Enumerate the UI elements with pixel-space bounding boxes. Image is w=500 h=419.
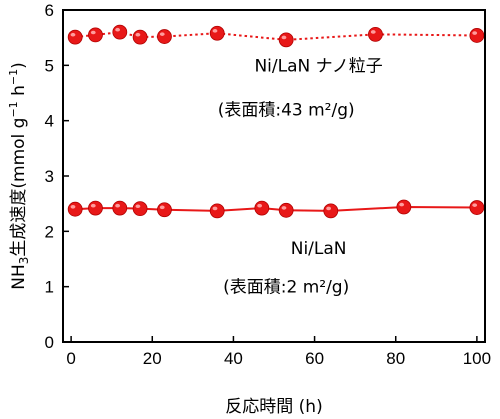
data-point <box>209 25 225 41</box>
y-tick-label: 4 <box>45 112 54 131</box>
data-point-highlight <box>90 30 96 35</box>
data-point-highlight <box>281 35 287 40</box>
ticks-layer: 0 20 40 60 80 100 0 1 2 3 4 5 6 <box>45 1 492 368</box>
data-point <box>396 199 412 215</box>
data-point-highlight <box>70 205 76 209</box>
x-tick-label: 40 <box>224 349 243 368</box>
annotation-nano-area: (表面積:43 m²/g) <box>218 101 355 121</box>
data-point <box>132 201 148 217</box>
data-point <box>209 203 225 219</box>
data-point-highlight <box>257 203 263 208</box>
data-point <box>469 28 485 43</box>
series-0 <box>67 24 485 48</box>
data-point-highlight <box>212 206 218 211</box>
y-tick-label: 0 <box>45 333 54 352</box>
data-point <box>254 200 270 216</box>
data-point-highlight <box>326 206 332 211</box>
y-label-prefix: NH <box>9 264 29 290</box>
data-point-highlight <box>115 27 121 32</box>
data-point <box>112 24 128 40</box>
annotations: Ni/LaN ナノ粒子 (表面積:43 m²/g) Ni/LaN (表面積:2 m²/… <box>218 56 383 297</box>
annotation-bulk-area: (表面積:2 m²/g) <box>223 278 349 298</box>
data-point <box>157 29 172 44</box>
data-point-highlight <box>399 202 405 207</box>
series-layer <box>67 24 485 219</box>
data-point-highlight <box>159 205 165 210</box>
series-1 <box>67 199 485 219</box>
y-label-end: ) <box>9 62 29 69</box>
data-point-highlight <box>159 32 165 36</box>
y-label-sub: 3 <box>17 257 31 265</box>
y-tick-label: 1 <box>45 278 54 297</box>
y-label-mid: h <box>9 85 29 101</box>
annotation-bulk-name: Ni/LaN <box>291 239 347 259</box>
x-tick-label: 60 <box>305 349 324 368</box>
data-point-highlight <box>135 204 141 209</box>
data-point-highlight <box>281 206 287 210</box>
data-point-highlight <box>115 203 121 208</box>
data-point-highlight <box>472 203 478 207</box>
data-point-highlight <box>135 32 141 37</box>
data-point <box>88 27 103 43</box>
y-tick-label: 5 <box>45 56 54 75</box>
data-point <box>67 29 83 45</box>
data-point <box>157 202 172 218</box>
data-point <box>323 203 339 219</box>
data-point-highlight <box>370 30 376 34</box>
y-tick-label: 6 <box>45 1 54 20</box>
data-point <box>278 202 294 218</box>
data-point <box>88 200 103 216</box>
y-label-sup2: −1 <box>7 69 20 85</box>
data-point-highlight <box>90 203 96 208</box>
x-tick-label: 0 <box>66 349 75 368</box>
annotation-nano-name: Ni/LaN ナノ粒子 <box>254 56 382 76</box>
data-point <box>278 32 294 48</box>
y-label-sup1: −1 <box>7 101 20 117</box>
y-tick-label: 2 <box>45 222 54 241</box>
x-axis-label: 反応時間 (h) <box>225 397 322 417</box>
data-point-highlight <box>212 29 218 33</box>
data-point-highlight <box>472 31 478 35</box>
x-tick-label: 20 <box>143 349 162 368</box>
y-tick-label: 3 <box>45 167 54 186</box>
data-point <box>112 200 128 216</box>
y-axis-label: NH3生成速度(mmol g−1 h−1) <box>7 62 31 289</box>
x-tick-label: 80 <box>386 349 405 368</box>
data-point <box>132 29 148 45</box>
data-point <box>67 201 83 217</box>
data-point-highlight <box>70 32 76 37</box>
data-point <box>469 200 485 215</box>
data-point <box>368 26 383 42</box>
x-tick-label: 100 <box>463 349 491 368</box>
y-label-main: 生成速度(mmol g <box>9 118 29 257</box>
